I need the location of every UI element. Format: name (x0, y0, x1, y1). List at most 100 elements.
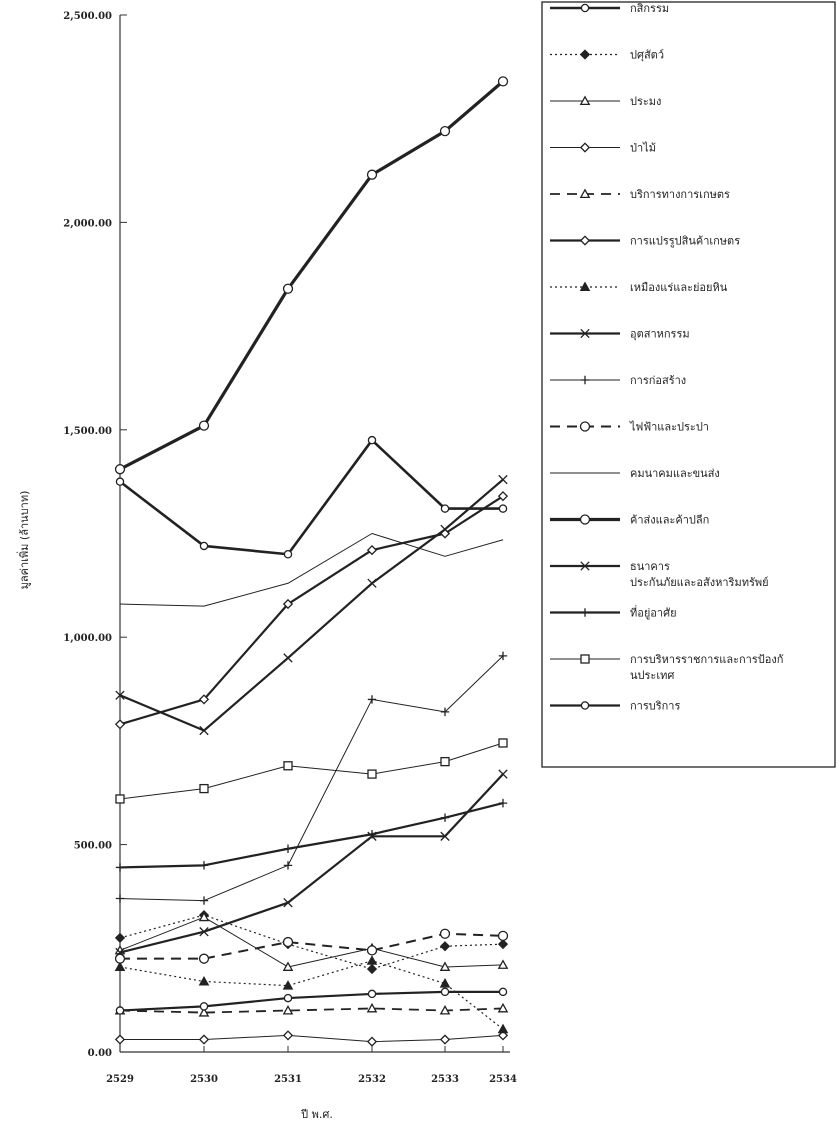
data-point (498, 504, 508, 513)
data-point (115, 690, 125, 700)
legend-item-8: อุตสาหกรรม (550, 328, 690, 341)
data-point (115, 1006, 125, 1015)
data-point (367, 769, 377, 779)
data-point (198, 694, 210, 705)
y-tick-label: 1,500.00 (63, 426, 112, 437)
series-11 (119, 533, 504, 607)
data-point (579, 421, 591, 432)
legend-label: การก่อสร้าง (630, 374, 686, 387)
legend-label: ธนาคาร (630, 560, 670, 573)
x-tick-label: 2533 (431, 1074, 459, 1085)
data-point (198, 1007, 210, 1017)
legend-box (541, 1, 836, 768)
data-point (115, 894, 125, 903)
series-6 (114, 491, 509, 730)
legend-label: การบริการ (630, 700, 680, 713)
data-point (367, 989, 377, 999)
data-point (580, 561, 590, 571)
x-tick-label: 2529 (106, 1074, 134, 1085)
series-line (119, 802, 504, 869)
legend-item-15: การบริหารราชการและการป้องกันประเทศ (550, 653, 783, 682)
data-point (367, 435, 377, 445)
data-point (440, 524, 450, 535)
data-point (282, 283, 294, 294)
data-point (198, 975, 210, 986)
data-point (114, 953, 126, 964)
legend-item-11: คมนาคมและขนส่ง (550, 467, 720, 480)
data-point (283, 993, 293, 1003)
series-1 (115, 435, 508, 559)
series-10 (114, 928, 509, 964)
series-line (119, 1007, 504, 1014)
series-line (120, 1034, 504, 1043)
data-point (198, 420, 210, 431)
data-point (579, 142, 591, 153)
data-point (498, 987, 508, 997)
data-point (366, 1036, 378, 1047)
data-point (366, 955, 378, 965)
data-point (367, 578, 377, 588)
data-point (115, 863, 125, 872)
data-point (439, 961, 451, 971)
series-14 (115, 798, 508, 872)
series-layer (114, 76, 509, 1047)
legend-item-9: การก่อสร้าง (550, 374, 686, 387)
legend-label: ประกันภัยและอสังหาริมทรัพย์ (630, 576, 769, 589)
y-tick-label: 500.00 (74, 841, 112, 852)
data-point (579, 235, 591, 246)
data-point (497, 491, 509, 502)
data-point (497, 1002, 509, 1013)
data-point (579, 49, 591, 60)
data-point (114, 1034, 126, 1045)
data-point (497, 959, 509, 969)
legend-label: เหมืองแร่และย่อยหิน (630, 281, 728, 294)
series-12 (114, 76, 509, 475)
data-point (580, 375, 590, 385)
legend-label: ประมง (630, 95, 661, 108)
data-point (282, 1030, 294, 1041)
data-point (367, 830, 377, 839)
series-3 (114, 911, 509, 971)
y-axis-title: มูลค่าเพิ่ม (ล้านบาท) (16, 491, 31, 590)
series-line (119, 533, 504, 607)
series-16 (115, 987, 508, 1015)
legend-item-16: การบริการ (550, 700, 680, 713)
chart-axes: 0.00 500.00 1,000.00 1,500.00 2,000.00 2,500.… (63, 11, 517, 1085)
data-point (497, 1030, 509, 1041)
series-line (119, 990, 503, 1012)
data-point (282, 961, 294, 971)
legend-label: บริการทางการเกษตร (630, 188, 730, 201)
data-point (283, 898, 293, 908)
legend-label: ที่อยู่อาศัย (630, 605, 677, 620)
data-point (282, 598, 294, 610)
data-point (199, 1002, 209, 1011)
series-line (120, 932, 504, 960)
data-point (114, 719, 126, 730)
legend-item-10: ไฟฟ้าและประปา (550, 421, 709, 434)
series-9 (115, 651, 508, 905)
series-5 (114, 1002, 509, 1017)
series-line (119, 80, 505, 471)
data-point (198, 953, 210, 964)
data-point (439, 125, 451, 137)
legend-item-5: บริการทางการเกษตร (550, 188, 730, 201)
legend-label: การแปรรูปสินค้าเกษตร (630, 235, 740, 248)
x-tick-label: 2531 (274, 1074, 302, 1085)
data-point (497, 930, 509, 942)
series-line (119, 495, 504, 726)
legend-item-7: เหมืองแร่และย่อยหิน (550, 281, 728, 294)
data-point (199, 896, 209, 905)
legend-item-1: กสิกรรม (550, 2, 669, 15)
series-line (119, 916, 504, 968)
y-tick-label: 1,000.00 (63, 633, 112, 644)
series-15 (115, 738, 508, 804)
data-point (497, 939, 509, 950)
data-point (498, 798, 508, 808)
data-point (199, 725, 209, 736)
legend-item-4: ป่าไม้ (550, 142, 656, 155)
data-point (579, 95, 591, 106)
series-2 (114, 909, 509, 975)
legend-label: อุตสาหกรรม (630, 328, 690, 341)
data-point (115, 477, 125, 486)
